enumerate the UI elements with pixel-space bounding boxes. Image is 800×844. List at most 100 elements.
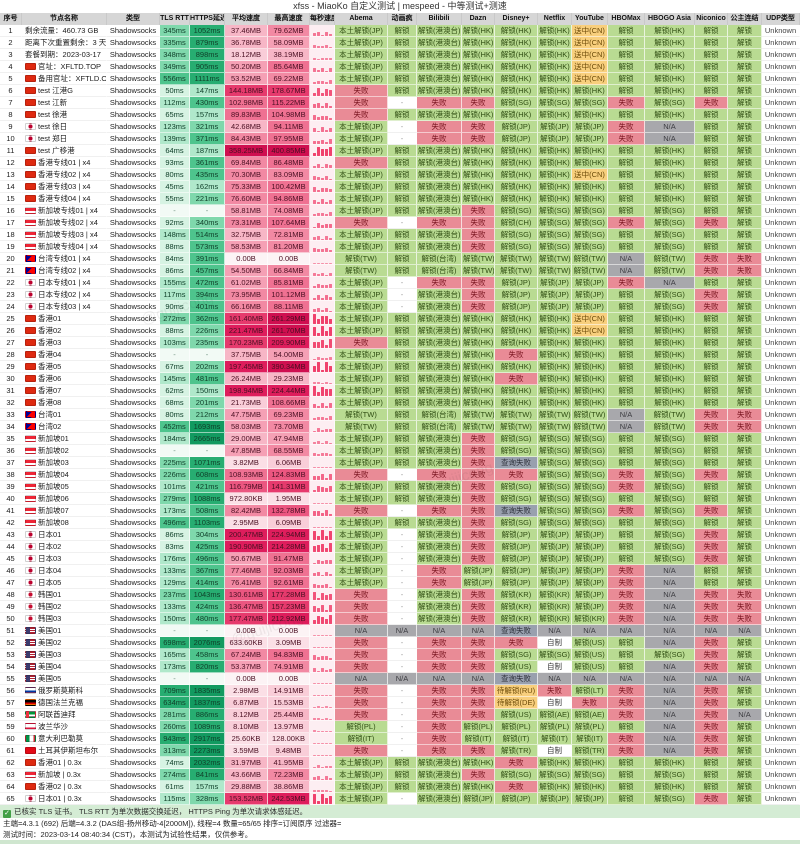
cell-index: 56: [0, 685, 22, 697]
cell-type: Shadowsocks: [107, 493, 160, 505]
cell-abema: 本土解锁(JP): [335, 433, 388, 445]
cell-index: 26: [0, 325, 22, 337]
cell-node-name: 新加坡04: [22, 469, 107, 481]
speed-sparkline: [310, 37, 335, 49]
cell-tls-rtt: 335ms: [160, 37, 190, 49]
node-name-label: 俄罗斯莫斯科: [38, 686, 83, 695]
cell-avg-speed: 8.12MB: [225, 709, 268, 721]
column-header: HTTPS延迟: [190, 13, 225, 25]
cell-hbogo-asia: 解锁(SG): [645, 529, 695, 541]
cell-princess-connect: 解锁: [728, 337, 762, 349]
cell-hbomax: 解锁: [608, 85, 645, 97]
column-header: HBOMax: [608, 13, 645, 25]
cell-tls-rtt: 80ms: [160, 409, 190, 421]
cell-niconico: 解锁: [695, 145, 728, 157]
cell-bahamut: 解锁: [388, 253, 417, 265]
speed-sparkline: [310, 289, 335, 301]
cell-type: Shadowsocks: [107, 361, 160, 373]
speed-bars: [310, 529, 334, 540]
cell-tls-rtt: 634ms: [160, 697, 190, 709]
cell-udp-type: Unknown: [762, 313, 800, 325]
cell-type: Shadowsocks: [107, 709, 160, 721]
node-row: 47 日本05 Shadowsocks 129ms 414ms 76.41MB 92.61M…: [0, 577, 800, 589]
cell-avg-speed: 8.10MB: [225, 721, 268, 733]
cell-youtube: 解锁(HK): [572, 397, 608, 409]
node-name-label: 日本04: [38, 566, 62, 575]
cell-udp-type: Unknown: [762, 457, 800, 469]
cell-netflix: 解锁(HK): [538, 373, 572, 385]
cell-tls-rtt: 55ms: [160, 193, 190, 205]
speed-bars: [310, 146, 334, 156]
cell-udp-type: Unknown: [762, 709, 800, 721]
speed-bars: [310, 313, 334, 324]
cell-udp-type: Unknown: [762, 577, 800, 589]
cell-hbomax: 解锁: [608, 757, 645, 769]
cell-hbomax: 解锁: [608, 493, 645, 505]
cell-hbomax: 解锁: [608, 529, 645, 541]
node-row: 36 新加坡02 Shadowsocks - -47.85MB 68.55MB 本土解锁(J…: [0, 445, 800, 457]
cell-niconico: 解锁: [695, 337, 728, 349]
cell-tls-rtt: 348ms: [160, 49, 190, 61]
cell-node-name: 日本03: [22, 553, 107, 565]
cell-hbogo-asia: 解锁(HK): [645, 349, 695, 361]
cell-abema: 本土解锁(JP): [335, 133, 388, 145]
cell-dazn: 失败: [462, 229, 495, 241]
flag-jp-icon: [25, 303, 36, 310]
cell-type: Shadowsocks: [107, 421, 160, 433]
column-header: Bilibili: [417, 13, 462, 25]
node-row: 40 新加坡06 Shadowsocks 279ms 1088ms 972.80KB 1.9…: [0, 493, 800, 505]
cell-dazn: 失败: [462, 517, 495, 529]
cell-udp-type: Unknown: [762, 637, 800, 649]
speed-bars: [310, 374, 334, 384]
cell-disneyplus: 解锁(JP): [495, 793, 538, 805]
cell-max-speed: 86.48MB: [268, 157, 310, 169]
speed-bars: [310, 518, 334, 528]
speed-sparkline: [310, 397, 335, 409]
flag-jp-icon: [25, 579, 36, 586]
cell-youtube: 解锁(SG): [572, 469, 608, 481]
cell-niconico: 失败: [695, 421, 728, 433]
cell-bilibili: 解锁(港澳台): [417, 193, 462, 205]
cell-bilibili: 失败: [417, 217, 462, 229]
flag-us-icon: [25, 675, 36, 682]
node-row: 51 美国01 Shadowsocks - -0.00B 0.00B N/A N/A N/A N/…: [0, 625, 800, 637]
cell-bahamut: -: [388, 301, 417, 313]
cell-https-latency: 481ms: [190, 373, 225, 385]
cell-bahamut: -: [388, 745, 417, 757]
cell-bahamut: 解锁: [388, 73, 417, 85]
cell-hbomax: 解锁: [608, 61, 645, 73]
cell-index: 43: [0, 529, 22, 541]
cell-avg-speed: 69.84MB: [225, 157, 268, 169]
speed-bars: [310, 434, 334, 444]
cell-index: 6: [0, 85, 22, 97]
cell-type: Shadowsocks: [107, 169, 160, 181]
cell-bilibili: 解锁(港澳台): [417, 373, 462, 385]
cell-disneyplus: 解锁(JP): [495, 541, 538, 553]
cell-https-latency: 1089ms: [190, 721, 225, 733]
cell-disneyplus: 解锁(HK): [495, 313, 538, 325]
cell-netflix: 解锁(SG): [538, 649, 572, 661]
cell-youtube: 解锁(JP): [572, 529, 608, 541]
cell-type: Shadowsocks: [107, 673, 160, 685]
cell-hbomax: 解锁: [608, 457, 645, 469]
cell-tls-rtt: 272ms: [160, 313, 190, 325]
cell-node-name: 香港专线01 | x4: [22, 157, 107, 169]
cell-max-speed: 79.62MB: [268, 25, 310, 37]
cell-udp-type: Unknown: [762, 265, 800, 277]
cell-princess-connect: 解锁: [728, 433, 762, 445]
cell-udp-type: Unknown: [762, 661, 800, 673]
cell-dazn: 解锁(HK): [462, 145, 495, 157]
cell-abema: 本土解锁(JP): [335, 781, 388, 793]
flag-us-icon: [25, 627, 36, 634]
cell-princess-connect: 失败: [728, 265, 762, 277]
cell-bilibili: 解锁(港澳台): [417, 445, 462, 457]
cell-disneyplus: 解锁(JP): [495, 553, 538, 565]
cell-index: 27: [0, 337, 22, 349]
cell-max-speed: 85.64MB: [268, 61, 310, 73]
cell-hbomax: 解锁: [608, 397, 645, 409]
cell-index: 21: [0, 265, 22, 277]
cell-tls-rtt: 115ms: [160, 793, 190, 805]
cell-netflix: 解锁(JP): [538, 277, 572, 289]
cell-https-latency: 328ms: [190, 793, 225, 805]
node-row: 3 套餐到期：2023-03-17 Shadowsocks 348ms 898ms 18.…: [0, 49, 800, 61]
